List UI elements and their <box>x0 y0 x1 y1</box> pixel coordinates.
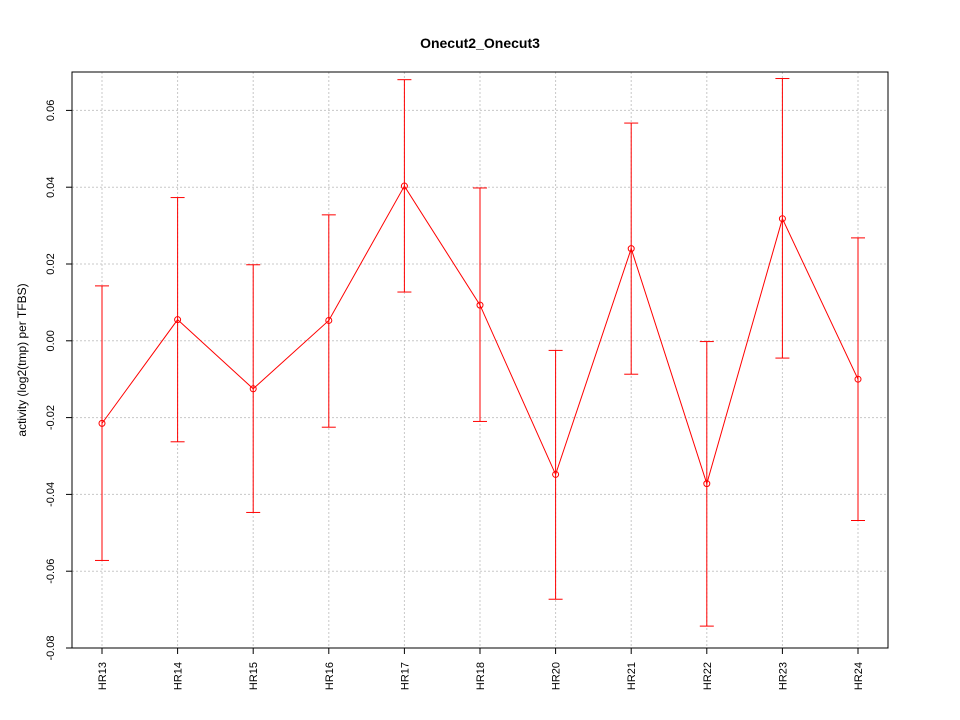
x-tick-label: HR15 <box>248 662 260 690</box>
y-tick-label: 0.06 <box>45 100 57 121</box>
x-tick-label: HR14 <box>173 662 185 690</box>
x-tick-label: HR22 <box>702 662 714 690</box>
x-tick-label: HR13 <box>97 662 109 690</box>
y-tick-label: -0.04 <box>45 482 57 507</box>
data-point <box>174 316 182 324</box>
data-point <box>627 245 635 253</box>
chart-title: Onecut2_Onecut3 <box>420 35 540 51</box>
y-tick-label: -0.06 <box>45 559 57 584</box>
series-line-path <box>101 185 859 486</box>
data-point <box>400 182 408 190</box>
y-tick-label: -0.08 <box>45 635 57 660</box>
y-tick-label: -0.02 <box>45 405 57 430</box>
data-point <box>325 316 333 324</box>
x-tick-label: HR23 <box>777 662 789 690</box>
x-tick-label: HR18 <box>475 662 487 690</box>
y-axis-label: activity (log2(tmp) per TFBS) <box>15 283 29 436</box>
x-tick-label: HR21 <box>626 662 638 690</box>
series-line <box>101 185 859 486</box>
x-tick-label: HR20 <box>551 662 563 690</box>
plot-frame <box>71 71 889 649</box>
x-tick-label: HR24 <box>853 662 865 690</box>
data-point <box>703 480 711 488</box>
data-point <box>854 375 862 383</box>
y-tick-label: 0.04 <box>45 176 57 197</box>
data-point <box>778 215 786 223</box>
x-tick-label: HR17 <box>399 662 411 690</box>
data-point <box>249 385 257 393</box>
axes: HR13 HR14 HR15 HR16 HR17 HR18 HR20 HR21 HR22 HR23… <box>45 100 865 690</box>
y-tick-label: 0.00 <box>45 330 57 351</box>
x-tick-label: HR16 <box>324 662 336 690</box>
data-point <box>98 419 106 427</box>
data-point <box>476 301 484 309</box>
data-points <box>98 182 862 488</box>
y-tick-label: 0.02 <box>45 253 57 274</box>
data-point <box>552 470 560 478</box>
